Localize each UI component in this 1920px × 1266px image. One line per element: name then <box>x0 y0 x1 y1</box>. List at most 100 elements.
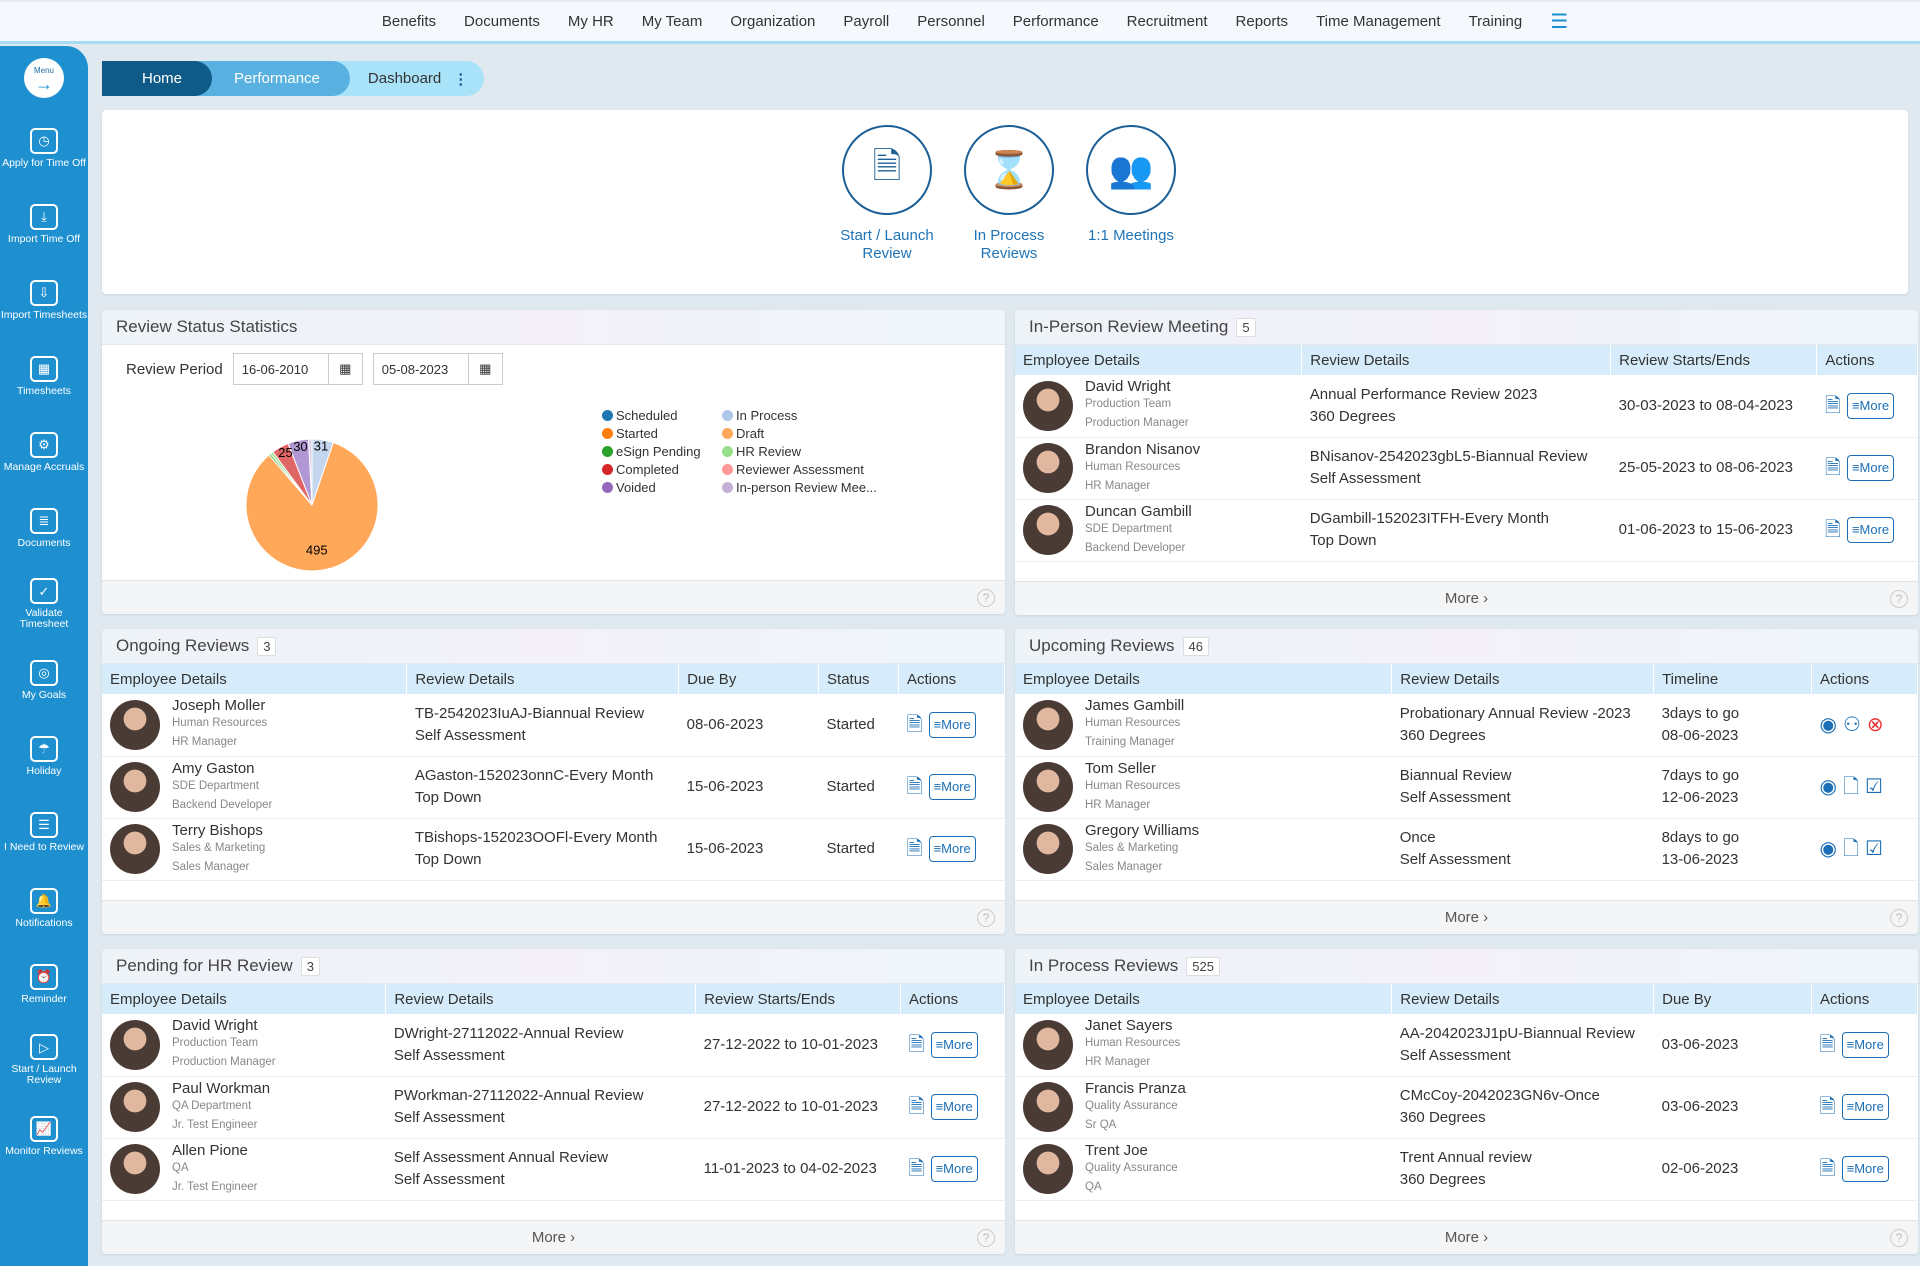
help-icon[interactable]: ? <box>977 1229 995 1247</box>
legend-item[interactable]: Reviewer Assessment <box>722 462 882 477</box>
legend-item[interactable]: In-person Review Mee... <box>722 480 882 495</box>
review-document-icon[interactable]: 🗎 <box>908 1096 925 1118</box>
topnav-my-hr[interactable]: My HR <box>567 13 614 30</box>
sidebar-item-apply-for-time-off[interactable]: ◷ Apply for Time Off <box>0 110 88 186</box>
legend-item[interactable]: Completed <box>602 462 722 477</box>
date-from-input[interactable]: 16-06-2010 ▦ <box>232 353 363 385</box>
employee-name[interactable]: Trent Joe <box>1085 1141 1148 1159</box>
review-document-icon[interactable]: 🗎 <box>908 1033 925 1056</box>
kebab-icon[interactable]: ⋮ <box>453 70 469 88</box>
assign-user-icon[interactable]: ⚇ <box>1842 713 1861 736</box>
date-to-input[interactable]: 05-08-2023 ▦ <box>372 353 503 385</box>
more-link[interactable]: More › <box>531 1229 576 1246</box>
more-link[interactable]: More › <box>1444 909 1489 926</box>
breadcrumb-home[interactable]: Home <box>102 61 213 96</box>
quick-action-launch-review[interactable]: 🗎 Start / Launch Review <box>822 125 952 263</box>
more-button[interactable]: ≡More <box>1846 517 1895 543</box>
breadcrumb-dashboard[interactable]: Dashboard ⋮ <box>332 61 488 96</box>
legend-item[interactable]: Scheduled <box>602 408 722 423</box>
legend-item[interactable]: eSign Pending <box>602 444 722 459</box>
employee-name[interactable]: Joseph Moller <box>172 697 266 715</box>
topnav-performance[interactable]: Performance <box>1012 13 1099 30</box>
pie-slice-draft[interactable] <box>245 441 379 572</box>
more-button[interactable]: ≡More <box>930 1094 978 1120</box>
more-button[interactable]: ≡More <box>930 1031 978 1058</box>
more-link[interactable]: More › <box>1444 1229 1489 1246</box>
topnav-recruitment[interactable]: Recruitment <box>1126 13 1208 30</box>
review-document-icon[interactable]: 🗎 <box>906 776 923 798</box>
sidebar-item-import-time-off[interactable]: ⤓ Import Time Off <box>0 186 88 262</box>
employee-name[interactable]: Gregory Williams <box>1085 821 1200 839</box>
help-icon[interactable]: ? <box>1890 909 1908 927</box>
more-button[interactable]: ≡More <box>1841 1156 1889 1182</box>
topnav-reports[interactable]: Reports <box>1235 13 1289 30</box>
sidebar-item-validate-timesheet[interactable]: ✓ Validate Timesheet <box>0 566 88 642</box>
legend-item[interactable]: In Process <box>722 408 882 423</box>
pie-slice-in-person-review-mee-[interactable] <box>307 438 313 506</box>
employee-name[interactable]: James Gambill <box>1085 697 1185 715</box>
topnav-benefits[interactable]: Benefits <box>381 13 437 30</box>
quick-action-meeting[interactable]: 👥 1:1 Meetings <box>1066 125 1196 245</box>
review-document-icon[interactable]: 🗎 <box>906 713 923 736</box>
legend-item[interactable]: Draft <box>722 426 882 441</box>
legend-item[interactable]: Voided <box>602 480 722 495</box>
review-document-icon[interactable]: 🗎 <box>1819 1033 1836 1056</box>
more-button[interactable]: ≡More <box>928 774 976 800</box>
sidebar-item-monitor-reviews[interactable]: 📈 Monitor Reviews <box>0 1098 88 1174</box>
employee-name[interactable]: Tom Seller <box>1085 759 1156 777</box>
sidebar-item-import-timesheets[interactable]: ⇩ Import Timesheets <box>0 262 88 338</box>
topnav-payroll[interactable]: Payroll <box>843 13 890 30</box>
employee-name[interactable]: Janet Sayers <box>1085 1017 1173 1035</box>
hamburger-icon[interactable]: ☰ <box>1550 11 1569 33</box>
sidebar-item-notifications[interactable]: 🔔 Notifications <box>0 870 88 946</box>
view-eye-icon[interactable]: ◉ <box>1819 838 1837 860</box>
more-button[interactable]: ≡More <box>930 1156 978 1182</box>
more-button[interactable]: ≡More <box>1846 455 1895 481</box>
menu-button[interactable]: Menu → <box>24 58 64 98</box>
review-document-icon[interactable]: 🗎 <box>1824 519 1841 541</box>
checklist-icon[interactable]: ☑ <box>1865 838 1883 860</box>
topnav-documents[interactable]: Documents <box>464 13 540 30</box>
sidebar-item-i-need-to-review[interactable]: ☰ I Need to Review <box>0 794 88 870</box>
topnav-time-management[interactable]: Time Management <box>1316 13 1441 30</box>
legend-item[interactable]: HR Review <box>722 444 882 459</box>
help-icon[interactable]: ? <box>977 589 995 607</box>
review-document-icon[interactable]: 🗎 <box>906 838 923 860</box>
legend-item[interactable]: Started <box>602 426 722 441</box>
more-button[interactable]: ≡More <box>928 836 976 862</box>
review-document-icon[interactable]: 🗎 <box>1819 1158 1836 1180</box>
review-document-icon[interactable]: 🗎 <box>1824 394 1841 417</box>
quick-action-hourglass-doc[interactable]: ⌛ In Process Reviews <box>944 125 1074 263</box>
employee-name[interactable]: Allen Pione <box>172 1141 248 1159</box>
sidebar-item-start-launch-review[interactable]: ▷ Start / Launch Review <box>0 1022 88 1098</box>
cancel-icon[interactable]: ⊗ <box>1866 713 1884 736</box>
employee-name[interactable]: Francis Pranza <box>1085 1079 1186 1097</box>
review-document-icon[interactable]: 🗎 <box>1824 457 1841 479</box>
more-link[interactable]: More › <box>1444 590 1489 607</box>
sidebar-item-reminder[interactable]: ⏰ Reminder <box>0 946 88 1022</box>
log-document-icon[interactable]: 🗋 <box>1842 838 1860 860</box>
employee-name[interactable]: Terry Bishops <box>172 821 263 839</box>
calendar-icon[interactable]: ▦ <box>467 354 502 384</box>
employee-name[interactable]: Brandon Nisanov <box>1085 440 1201 458</box>
more-button[interactable]: ≡More <box>1841 1094 1889 1120</box>
topnav-training[interactable]: Training <box>1468 13 1523 30</box>
sidebar-item-my-goals[interactable]: ◎ My Goals <box>0 642 88 718</box>
employee-name[interactable]: Duncan Gambill <box>1085 502 1192 520</box>
breadcrumb-performance[interactable]: Performance <box>194 61 350 96</box>
more-button[interactable]: ≡More <box>1841 1031 1889 1058</box>
topnav-personnel[interactable]: Personnel <box>917 13 985 30</box>
help-icon[interactable]: ? <box>1890 590 1908 608</box>
view-eye-icon[interactable]: ◉ <box>1819 776 1837 798</box>
review-document-icon[interactable]: 🗎 <box>1819 1096 1836 1118</box>
topnav-my-team[interactable]: My Team <box>641 13 703 30</box>
more-button[interactable]: ≡More <box>1846 392 1895 419</box>
checklist-icon[interactable]: ☑ <box>1865 776 1883 798</box>
help-icon[interactable]: ? <box>977 909 995 927</box>
employee-name[interactable]: Paul Workman <box>172 1079 271 1097</box>
employee-name[interactable]: David Wright <box>1085 378 1171 396</box>
more-button[interactable]: ≡More <box>928 711 976 738</box>
review-document-icon[interactable]: 🗎 <box>908 1158 925 1180</box>
employee-name[interactable]: Amy Gaston <box>172 759 255 777</box>
sidebar-item-holiday[interactable]: ☂ Holiday <box>0 718 88 794</box>
